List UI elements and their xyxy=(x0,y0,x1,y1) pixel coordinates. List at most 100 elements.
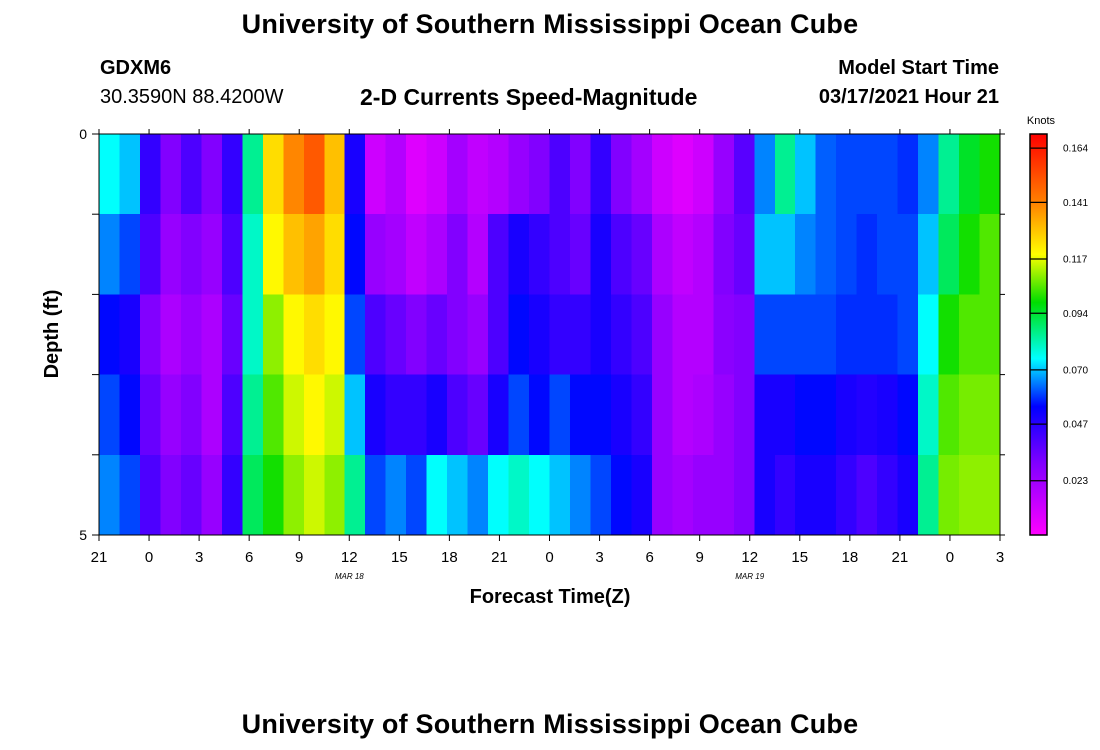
heatmap-cell xyxy=(754,134,776,215)
heatmap-cell xyxy=(795,454,817,536)
heatmap-cell xyxy=(221,294,243,376)
heatmap-cell xyxy=(99,454,121,536)
heatmap-cell xyxy=(733,454,755,536)
x-tick-label: 18 xyxy=(441,549,458,566)
y-tick-label: 0 xyxy=(79,126,87,142)
heatmap-cell xyxy=(160,294,182,376)
heatmap-cell xyxy=(201,294,223,376)
heatmap-cell xyxy=(795,134,817,215)
heatmap-cell xyxy=(160,374,182,456)
heatmap-cell xyxy=(672,374,694,456)
heatmap-cell xyxy=(221,134,243,215)
heatmap-cell xyxy=(569,374,592,456)
heatmap-cell xyxy=(365,454,387,536)
heatmap-cell xyxy=(774,134,796,215)
heatmap-cell xyxy=(283,134,305,215)
heatmap-cell xyxy=(201,454,223,536)
heatmap xyxy=(99,134,1001,536)
heatmap-cell xyxy=(856,134,878,215)
heatmap-cell xyxy=(733,134,755,215)
heatmap-cell xyxy=(324,294,346,376)
heatmap-cell xyxy=(918,374,940,456)
heatmap-cell xyxy=(139,374,162,456)
x-tick-label: 21 xyxy=(491,549,508,566)
heatmap-cell xyxy=(938,214,960,295)
heatmap-cell xyxy=(365,374,387,456)
station-coordinates: 30.3590N 88.4200W xyxy=(100,86,284,108)
heatmap-cell xyxy=(754,374,776,456)
heatmap-cell xyxy=(262,454,284,536)
heatmap-cell xyxy=(508,374,530,456)
heatmap-cell xyxy=(897,454,919,536)
heatmap-cell xyxy=(795,374,817,456)
heatmap-cell xyxy=(631,214,653,295)
heatmap-cell xyxy=(344,214,366,295)
heatmap-cell xyxy=(529,374,551,456)
heatmap-cell xyxy=(467,454,489,536)
heatmap-cell xyxy=(795,214,817,295)
heatmap-cell xyxy=(549,454,571,536)
heatmap-cell xyxy=(672,294,694,376)
heatmap-cell xyxy=(365,294,387,376)
heatmap-cell xyxy=(119,454,141,536)
heatmap-cell xyxy=(815,374,837,456)
heatmap-cell xyxy=(856,374,878,456)
heatmap-cell xyxy=(467,134,489,215)
heatmap-cell xyxy=(836,214,858,295)
heatmap-cell xyxy=(692,454,714,536)
model-start-label: Model Start Time xyxy=(838,57,999,79)
heatmap-cell xyxy=(877,214,899,295)
heatmap-cell xyxy=(754,214,776,295)
heatmap-cell xyxy=(569,294,592,376)
heatmap-cell xyxy=(160,454,182,536)
heatmap-cell xyxy=(610,294,633,376)
heatmap-cell xyxy=(303,214,325,295)
x-tick-label: 21 xyxy=(91,549,108,566)
y-axis: 05 xyxy=(79,126,1005,543)
heatmap-cell xyxy=(569,454,592,536)
heatmap-cell xyxy=(160,134,182,215)
heatmap-cell xyxy=(774,294,796,376)
heatmap-cell xyxy=(938,374,960,456)
heatmap-cell xyxy=(119,294,141,376)
heatmap-cell xyxy=(99,214,121,295)
heatmap-cell xyxy=(590,214,612,295)
heatmap-cell xyxy=(610,454,633,536)
heatmap-cell xyxy=(303,374,325,456)
heatmap-cell xyxy=(385,214,407,295)
heatmap-cell xyxy=(938,454,960,536)
heatmap-cell xyxy=(713,134,735,215)
heatmap-cell xyxy=(221,454,243,536)
colorbar-tick-label: 0.047 xyxy=(1063,420,1088,431)
colorbar-tick-label: 0.117 xyxy=(1063,255,1088,266)
heatmap-cell xyxy=(774,454,796,536)
heatmap-cell xyxy=(692,134,714,215)
heatmap-cell xyxy=(242,374,264,456)
heatmap-cell xyxy=(426,374,448,456)
heatmap-cell xyxy=(529,214,551,295)
heatmap-cell xyxy=(406,454,428,536)
heatmap-cell xyxy=(99,134,121,215)
heatmap-cell xyxy=(815,134,837,215)
heatmap-cell xyxy=(262,214,284,295)
date-label: MAR 19 xyxy=(735,572,764,581)
heatmap-cell xyxy=(959,454,981,536)
heatmap-cell xyxy=(99,294,121,376)
heatmap-cell xyxy=(631,294,653,376)
heatmap-cell xyxy=(365,134,387,215)
colorbar-tick-label: 0.023 xyxy=(1063,476,1088,487)
heatmap-cell xyxy=(488,374,510,456)
heatmap-cell xyxy=(221,214,243,295)
heatmap-cell xyxy=(651,294,673,376)
heatmap-cell xyxy=(877,454,899,536)
x-tick-label: 21 xyxy=(892,549,909,566)
heatmap-cell xyxy=(897,134,919,215)
heatmap-cell xyxy=(303,134,325,215)
heatmap-cell xyxy=(180,134,202,215)
heatmap-cell xyxy=(283,294,305,376)
heatmap-cell xyxy=(344,294,366,376)
heatmap-cell xyxy=(406,134,428,215)
heatmap-cell xyxy=(733,214,755,295)
heatmap-cell xyxy=(877,294,899,376)
x-tick-label: 3 xyxy=(996,549,1004,566)
